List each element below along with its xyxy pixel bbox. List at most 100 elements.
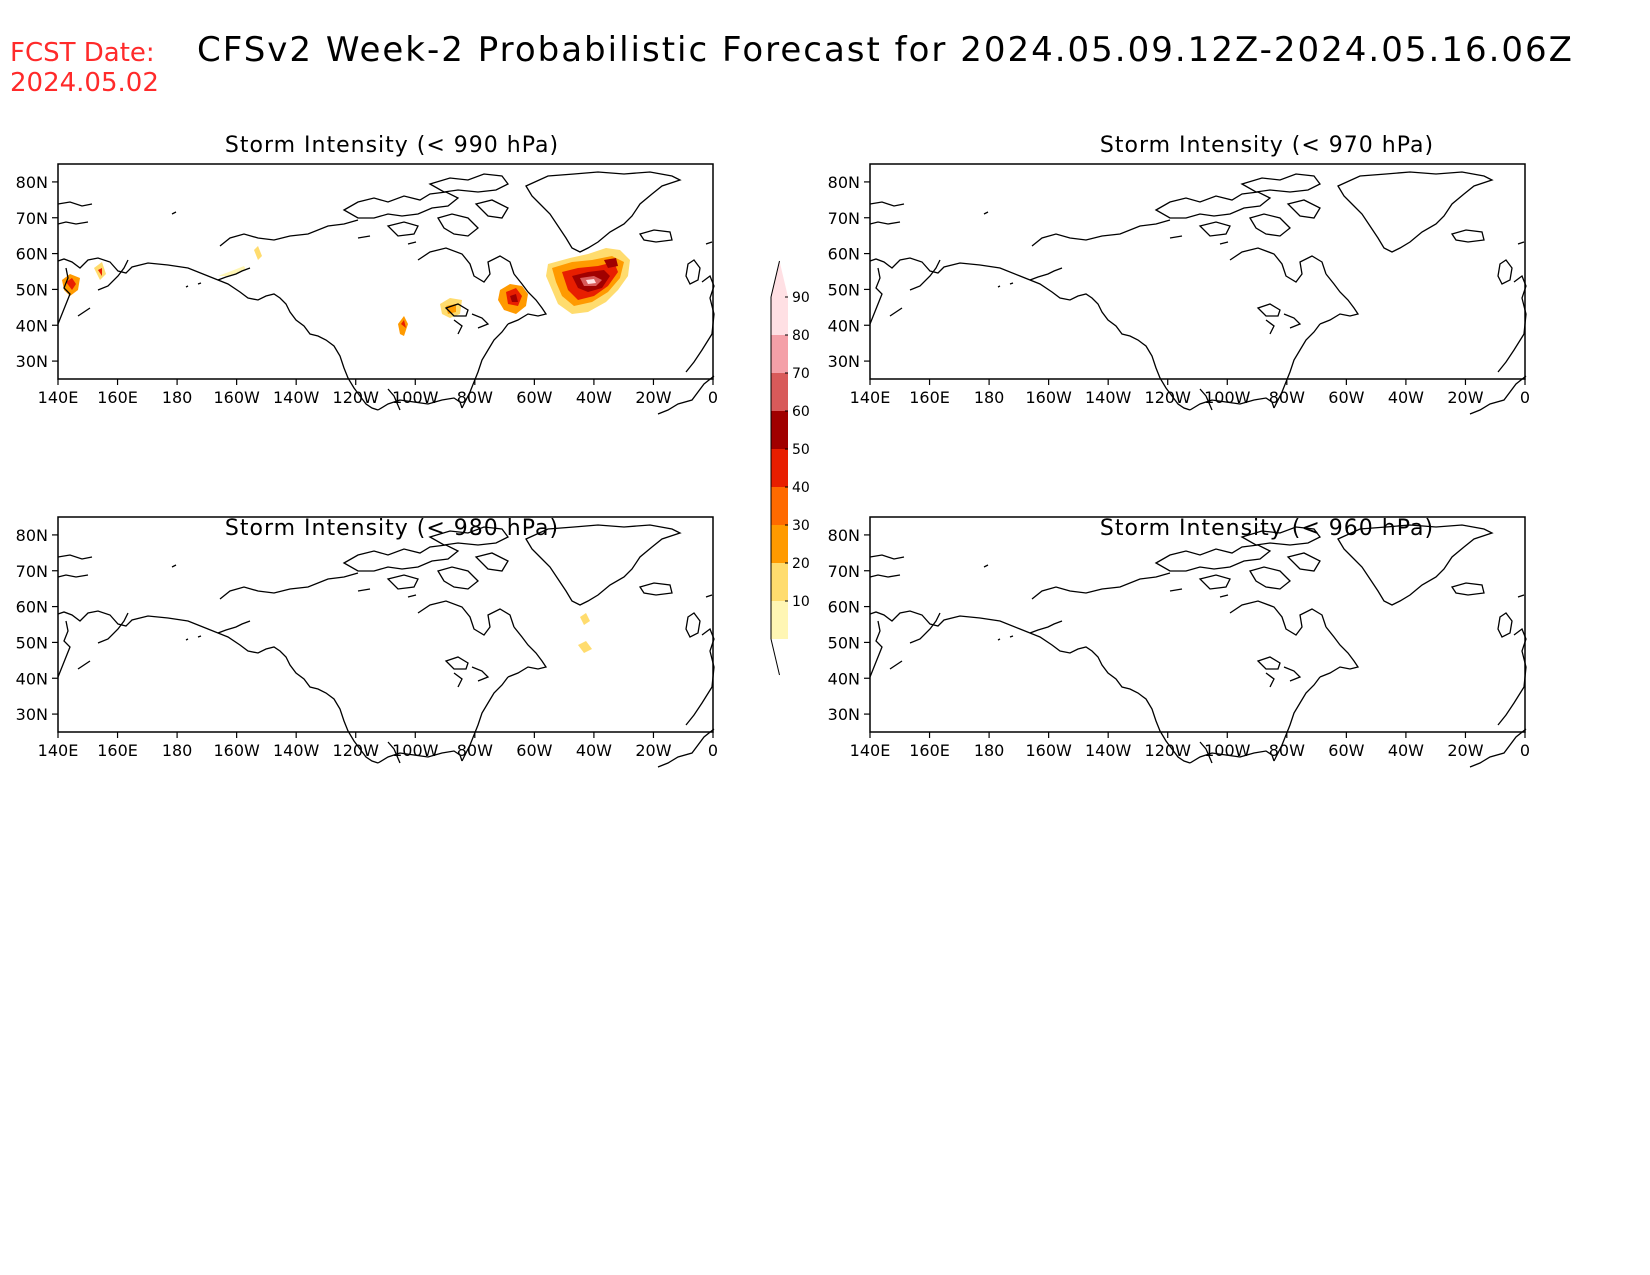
lon-tick-label: 120W [333,388,380,407]
lat-tick-label: 70N [828,209,860,228]
lon-tick-label: 160W [1025,388,1072,407]
lat-tick-label: 60N [16,245,48,264]
map-panel-990 [57,171,715,415]
colorbar-label: 50 [792,442,810,458]
lat-tick-label: 70N [16,209,48,228]
lon-tick-label: 0 [1520,388,1530,407]
lon-tick-label: 140E [850,741,891,760]
colorbar-arrow-top-edge [770,260,780,298]
lon-tick-label: 140W [273,741,320,760]
axes-layer: 140E 160E 180 160W 140W 120W 100W 80W 60W 40W 20W 0… [16,173,1530,760]
panel-frame [869,516,1526,733]
lon-tick-label: 100W [1204,388,1251,407]
lat-tick-label: 30N [16,705,48,724]
colorbar-segment [771,297,788,335]
lon-tick-label: 0 [708,388,718,407]
lon-tick-label: 120W [1145,741,1192,760]
colorbar-segment [771,525,788,563]
colorbar-segment [771,373,788,411]
lat-tick-label: 60N [16,598,48,617]
coastlines [57,524,715,768]
lon-tick-label: 60W [1328,388,1364,407]
lon-tick-label: 160E [909,741,950,760]
lat-tick-label: 50N [828,280,860,299]
colorbar-arrow-bottom-edge [770,638,780,676]
colorbar-label: 40 [792,480,810,496]
lon-tick-label: 80W [457,388,493,407]
map-panel-960 [869,524,1527,768]
lon-tick-label: 100W [392,741,439,760]
fcst-date-label: FCST Date: [10,38,155,68]
panel-title-970: Storm Intensity (< 970 hPa) [1099,133,1435,158]
lon-tick-label: 160W [213,388,260,407]
lon-tick-label: 100W [1204,741,1251,760]
lon-tick-label: 160E [909,388,950,407]
lon-tick-label: 160E [97,388,138,407]
lat-tick-label: 80N [828,173,860,192]
colorbar-label: 20 [792,556,810,572]
colorbar-arrow-top [771,261,788,297]
coastlines [869,524,1527,768]
colorbar-label: 90 [792,290,810,306]
lat-tick-label: 40N [16,316,48,335]
lon-tick-label: 140E [38,388,79,407]
lon-tick-label: 40W [1388,388,1424,407]
lon-tick-label: 60W [516,388,552,407]
lon-tick-label: 160W [213,741,260,760]
lon-tick-label: 180 [974,741,1005,760]
lat-tick-label: 60N [828,598,860,617]
colorbar-label: 80 [792,328,810,344]
lon-tick-label: 20W [1447,741,1483,760]
lon-tick-label: 180 [162,388,193,407]
lon-tick-label: 180 [162,741,193,760]
lat-tick-label: 30N [16,352,48,371]
lon-tick-label: 140W [1085,388,1132,407]
lat-tick-label: 30N [828,705,860,724]
lat-tick-label: 60N [828,245,860,264]
lat-tick-label: 50N [16,280,48,299]
lat-tick-label: 50N [828,633,860,652]
probability-shading [62,246,630,336]
panel-frame [57,163,714,380]
lon-tick-label: 20W [635,388,671,407]
panel-title-980: Storm Intensity (< 980 hPa) [224,516,560,541]
lat-tick-label: 80N [16,526,48,545]
lon-tick-label: 80W [1269,388,1305,407]
map-panel-980 [57,524,715,768]
lon-tick-label: 0 [708,741,718,760]
lon-tick-label: 140W [1085,741,1132,760]
lon-tick-label: 120W [333,741,380,760]
lat-tick-label: 40N [828,669,860,688]
panel-frame [57,516,714,733]
lon-tick-label: 80W [457,741,493,760]
colorbar-segment [771,411,788,449]
lon-tick-label: 40W [1388,741,1424,760]
lon-tick-label: 40W [576,388,612,407]
lon-tick-label: 180 [974,388,1005,407]
lon-tick-label: 120W [1145,388,1192,407]
colorbar-label: 10 [792,594,810,610]
main-title: CFSv2 Week-2 Probabilistic Forecast for … [197,30,1574,70]
lon-tick-label: 80W [1269,741,1305,760]
lon-tick-label: 160E [97,741,138,760]
lat-tick-label: 40N [828,316,860,335]
lat-tick-label: 70N [828,562,860,581]
colorbar: 90 80 70 60 50 40 30 20 10 [770,260,810,676]
lat-tick-label: 50N [16,633,48,652]
lon-tick-label: 140E [38,741,79,760]
lon-tick-label: 0 [1520,741,1530,760]
colorbar-label: 30 [792,518,810,534]
colorbar-segment [771,601,788,639]
lat-tick-label: 40N [16,669,48,688]
lon-tick-label: 20W [1447,388,1483,407]
lon-tick-label: 60W [516,741,552,760]
lon-tick-label: 100W [392,388,439,407]
lon-tick-label: 20W [635,741,671,760]
colorbar-label: 70 [792,366,810,382]
colorbar-label: 60 [792,404,810,420]
lat-tick-label: 70N [16,562,48,581]
fcst-date-value: 2024.05.02 [10,68,159,98]
forecast-date-block: FCST Date: 2024.05.02 [10,38,159,98]
colorbar-segment [771,487,788,525]
